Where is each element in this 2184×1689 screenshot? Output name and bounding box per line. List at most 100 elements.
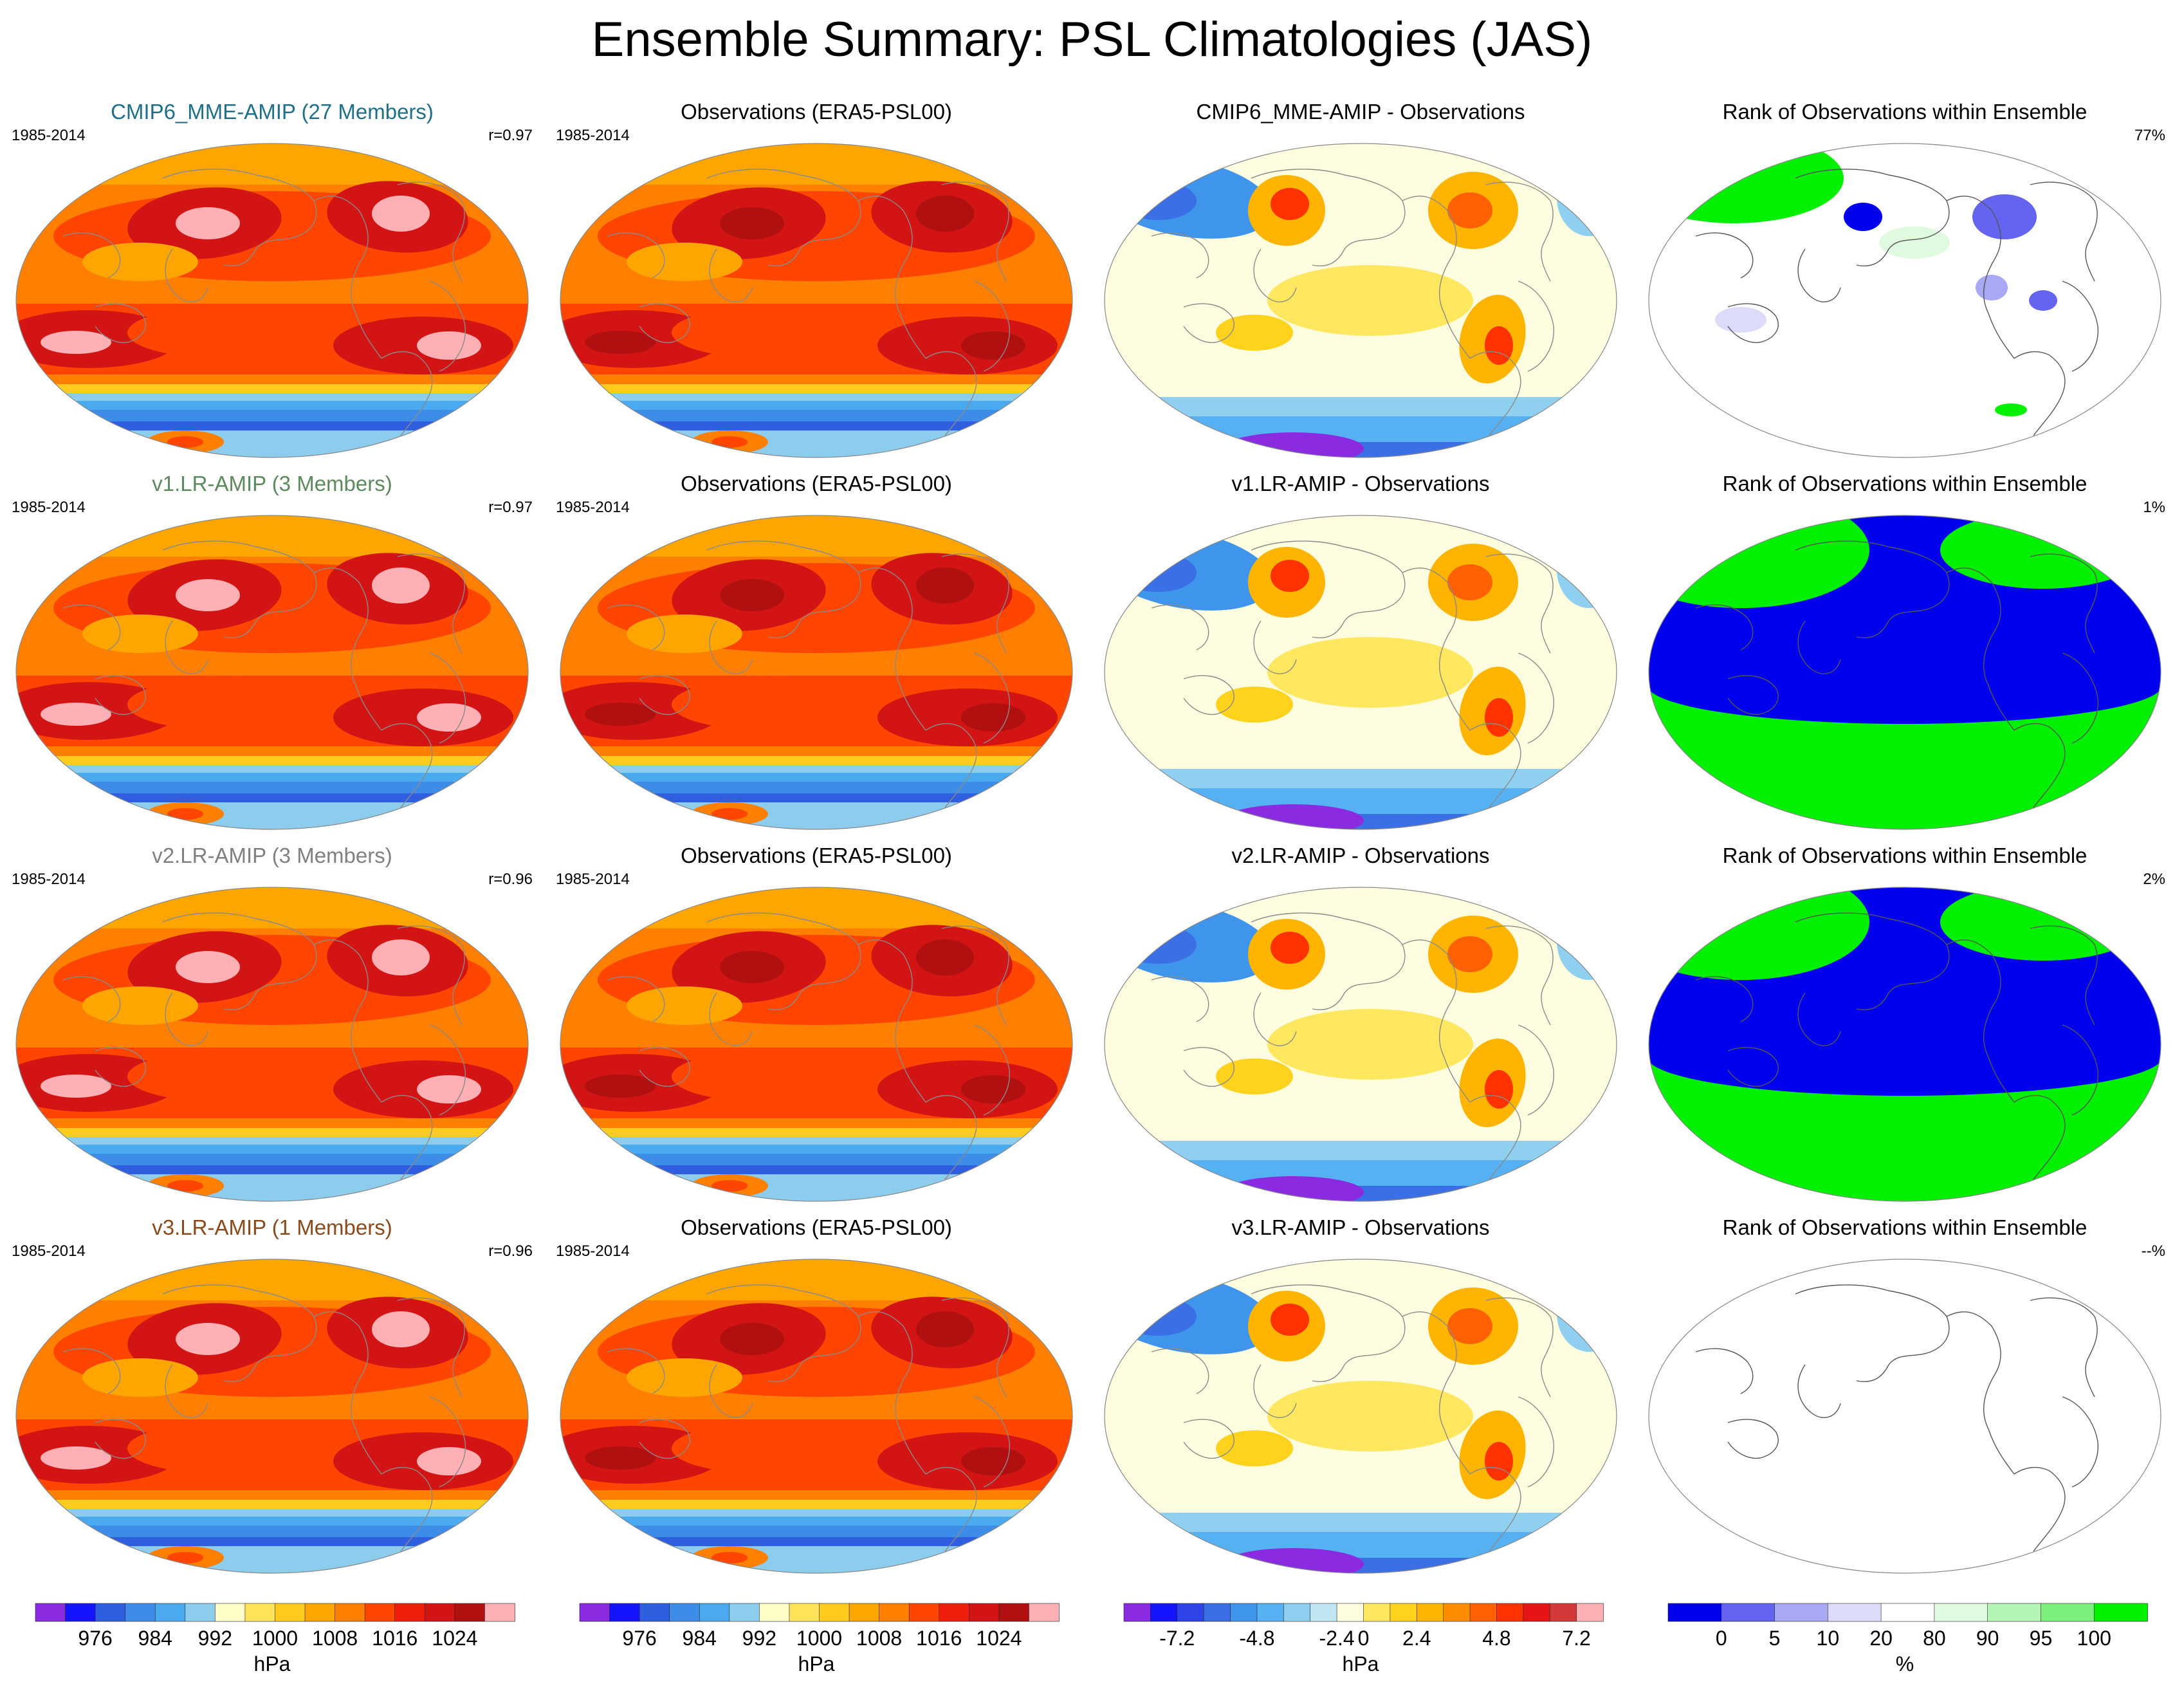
contour-region: [2029, 290, 2057, 311]
coastline: [1795, 912, 1950, 1010]
colorbar-tick-label: 1016: [916, 1627, 962, 1650]
correlation-label: r=0.97: [488, 127, 533, 144]
colorbar-box: [454, 1603, 486, 1622]
coastline: [1797, 992, 1841, 1046]
contour-region: [961, 703, 1025, 732]
map-field: [560, 143, 1072, 457]
coastline: [941, 1297, 1009, 1398]
coastline: [165, 248, 208, 302]
map-outline: [1648, 1259, 2161, 1574]
contour-band: [560, 393, 1072, 401]
coastline: [313, 939, 382, 1103]
contour-region: [41, 703, 111, 726]
contour-region: [1119, 925, 1197, 964]
contour-band: [16, 1526, 528, 1537]
contour-band: [560, 1145, 1072, 1154]
colorbar-box: [1203, 1603, 1231, 1622]
contour-band: [1105, 397, 1617, 416]
contour-region: [1216, 687, 1293, 723]
colorbar-units: hPa: [1342, 1652, 1379, 1675]
coastline: [2030, 1297, 2098, 1398]
coastline: [165, 992, 208, 1046]
rank-percent-label: --%: [2141, 1242, 2165, 1260]
coastline: [709, 620, 753, 674]
colorbar-box: [579, 1603, 610, 1622]
panel-title: Rank of Observations within Ensemble: [1722, 844, 2088, 867]
coastline: [925, 1094, 977, 1180]
colorbar-box: [1549, 1603, 1577, 1622]
coastline: [1797, 248, 1841, 302]
coastline: [607, 604, 665, 651]
colorbar-tick-label: 0: [1715, 1627, 1727, 1650]
correlation-label: r=0.97: [488, 499, 533, 516]
map-outline: [1104, 1259, 1617, 1574]
colorbar-units: hPa: [798, 1652, 835, 1675]
coastline: [2030, 181, 2098, 282]
contour-band: [16, 401, 528, 410]
map-outline: [560, 515, 1073, 830]
column-difference: CMIP6_MME-AMIP - Observations v1.LR-AMIP…: [1088, 0, 1633, 1689]
contour-band: [560, 1174, 1072, 1201]
coastline: [639, 1419, 690, 1459]
contour-band: [560, 1165, 1072, 1174]
colorbar-box: [154, 1603, 186, 1622]
map-outline: [15, 515, 529, 830]
coastline: [973, 1396, 1010, 1488]
colorbar-box: [95, 1603, 126, 1622]
colorbar-tick-label: 2.4: [1402, 1627, 1431, 1650]
contour-region: [372, 568, 430, 604]
contour-region: [1267, 637, 1473, 708]
coastline: [709, 992, 753, 1046]
colorbar-tick-label: 90: [1976, 1627, 1999, 1650]
contour-region: [1271, 932, 1309, 964]
colorbar-units: hPa: [253, 1652, 291, 1675]
coastline: [639, 1047, 690, 1087]
colorbar-box: [969, 1603, 1000, 1622]
contour-region: [1216, 315, 1293, 351]
colorbar-tick-label: 7.2: [1562, 1627, 1591, 1650]
coastline: [1469, 723, 1521, 808]
coastline: [429, 652, 466, 744]
coastline: [62, 232, 121, 279]
contour-region: [1649, 647, 2161, 724]
contour-band: [560, 802, 1072, 829]
map-field: [560, 887, 1072, 1201]
coastline: [397, 181, 465, 282]
panel: Rank of Observations within Ensemble 1%: [1633, 472, 2177, 844]
contour-band: [560, 430, 1072, 457]
coastline: [1485, 181, 1554, 282]
panel-title: v1.LR-AMIP - Observations: [1231, 472, 1490, 495]
map-psl-difference: [1104, 515, 1617, 830]
contour-region: [1447, 192, 1492, 228]
contour-band: [1105, 1513, 1617, 1532]
contour-region: [127, 1051, 320, 1102]
contour-band: [560, 1154, 1072, 1165]
contour-band: [1105, 1160, 1617, 1186]
colorbar-box: [1828, 1603, 1882, 1622]
contour-band: [16, 1500, 528, 1509]
contour-region: [585, 703, 656, 726]
contour-band: [560, 401, 1072, 410]
colorbar-box: [1150, 1603, 1178, 1622]
coastline: [2014, 351, 2066, 436]
colorbar-box: [304, 1603, 336, 1622]
colorbar-box: [1310, 1603, 1337, 1622]
contour-region: [672, 679, 865, 730]
coastline: [1727, 1419, 1779, 1459]
contour-region: [1123, 925, 1155, 945]
colorbar: -7.2 -4.8 -2.4 0 2.4 4.8 7.2 hPa: [1088, 1601, 1633, 1678]
contour-region: [82, 614, 198, 653]
panel: v3.LR-AMIP - Observations: [1088, 1215, 1633, 1587]
coastline: [1469, 351, 1521, 436]
colorbar-tick-label: 1024: [432, 1627, 478, 1650]
panel: v3.LR-AMIP (1 Members) 1985-2014 r=0.96: [0, 1215, 544, 1587]
colorbar-box: [1667, 1603, 1722, 1622]
contour-band: [560, 515, 1072, 557]
colorbar-tick-label: 1000: [252, 1627, 298, 1650]
column-rank: Rank of Observations within Ensemble 77%…: [1633, 0, 2177, 1689]
coastline: [1727, 303, 1779, 344]
colorbar-box: [1774, 1603, 1829, 1622]
contour-region: [417, 331, 481, 360]
colorbar-tick-label: 976: [78, 1627, 113, 1650]
contour-region: [585, 1446, 656, 1470]
